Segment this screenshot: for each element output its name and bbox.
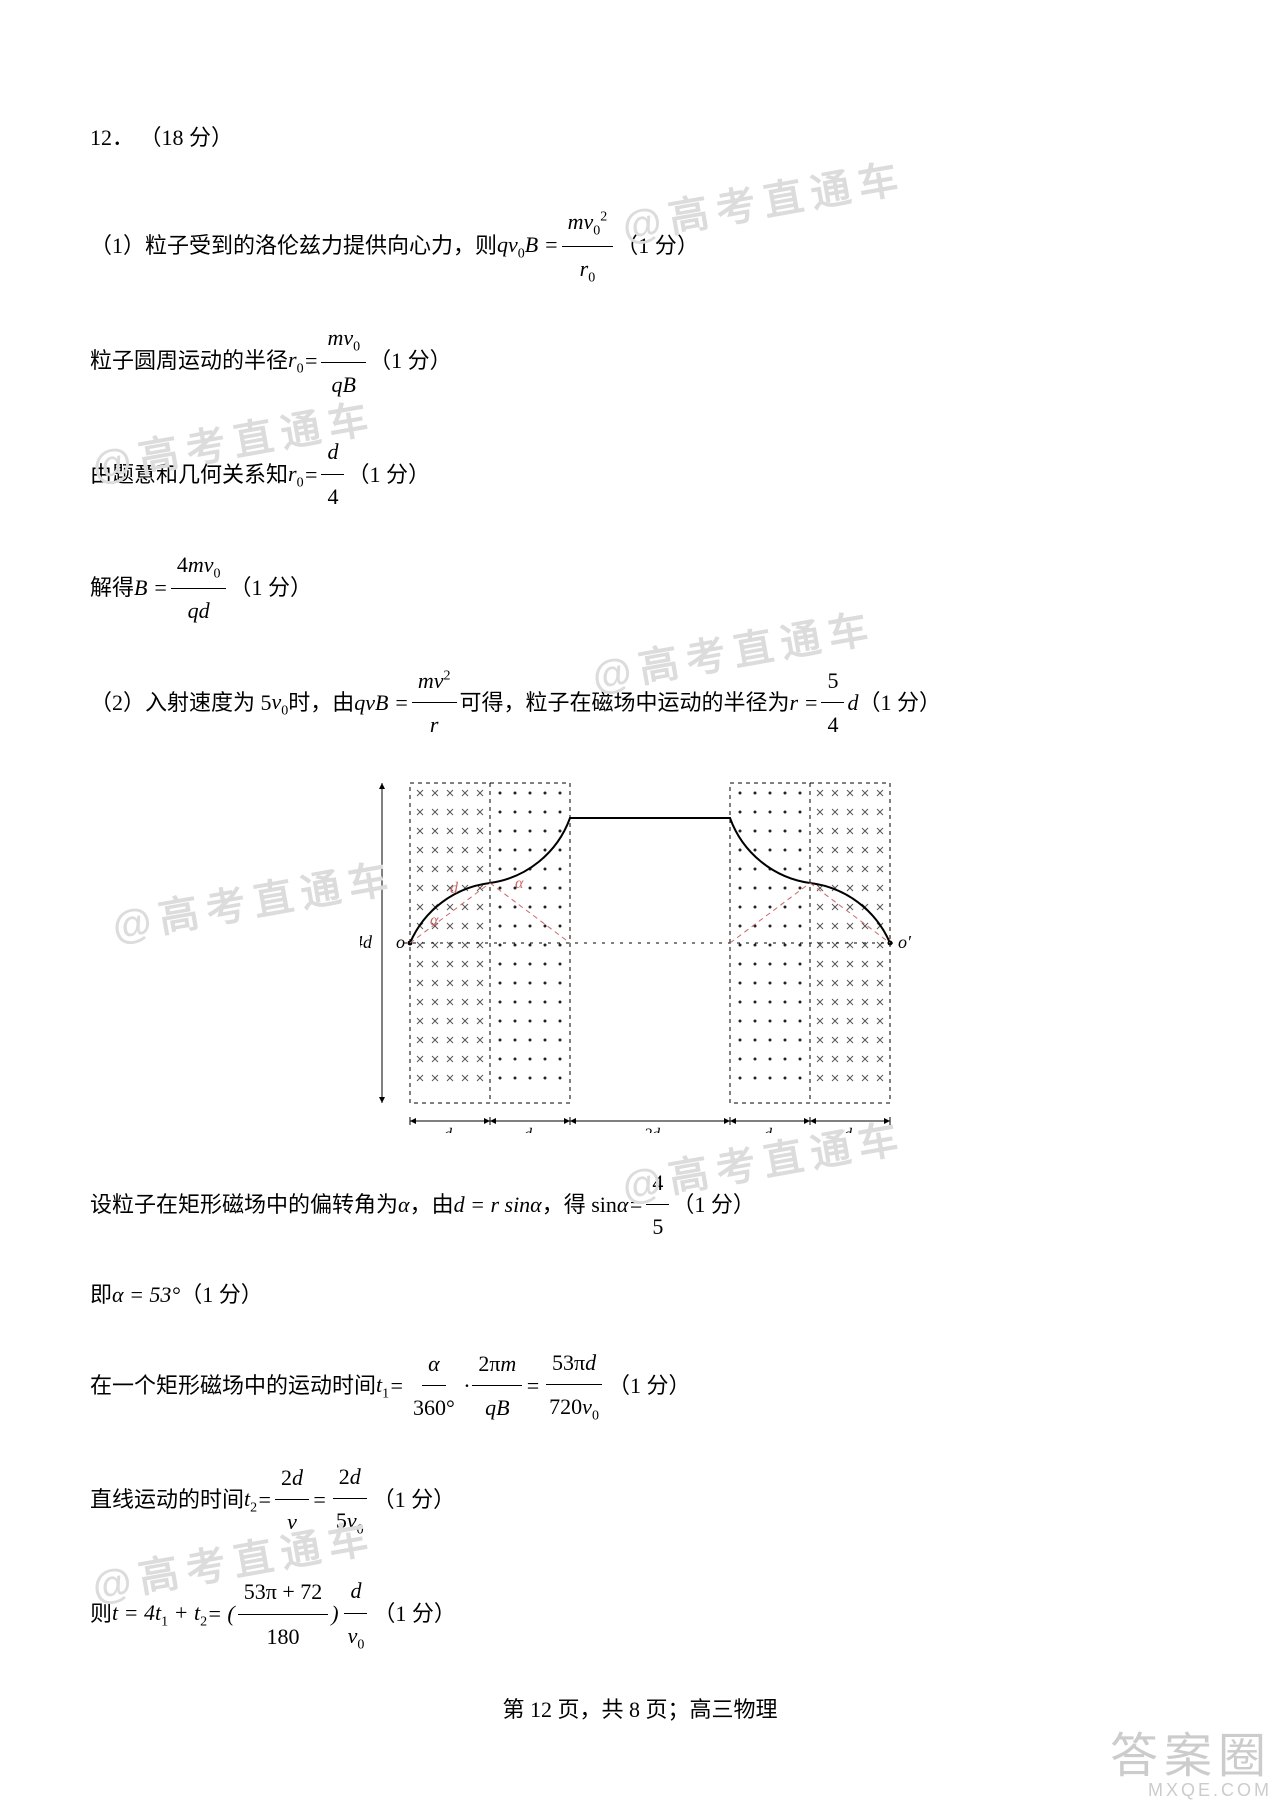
- fraction: 2πm qB: [472, 1344, 522, 1428]
- solution-line-1: （1）粒子受到的洛伦兹力提供向心力，则 qv0B = mv02 r0 （1 分）: [90, 202, 1190, 290]
- solution-line-8: 在一个矩形磁场中的运动时间 t1 = α 360° · 2πm qB = 53π…: [90, 1343, 1190, 1429]
- text: 由题意和几何关系知: [90, 455, 288, 495]
- solution-line-6: 设粒子在矩形磁场中的偏转角为 α ，由 d = r sinα ，得 sin α …: [90, 1163, 1190, 1247]
- text: ，由: [410, 1185, 454, 1225]
- solution-line-3: 由题意和几何关系知 r0 = d 4 （1 分）: [90, 432, 1190, 516]
- solution-line-7: 即 α = 53° （1 分）: [90, 1275, 1190, 1315]
- question-points: （18 分）: [140, 125, 234, 150]
- solution-line-10: 则 t = 4t1 + t2 = ( 53π + 72 180 ) d v0 （…: [90, 1571, 1190, 1657]
- page-footer: 第 12 页，共 8 页；高三物理: [90, 1692, 1190, 1724]
- question-number: 12．: [90, 125, 134, 150]
- score: （1 分）: [180, 1275, 263, 1315]
- fraction: α 360°: [407, 1344, 461, 1428]
- svg-text:d: d: [764, 1126, 773, 1133]
- text: 粒子圆周运动的半径: [90, 341, 288, 381]
- text: 在一个矩形磁场中的运动时间: [90, 1366, 376, 1406]
- text: 即: [90, 1275, 112, 1315]
- text: ，得 sin: [542, 1185, 617, 1225]
- text: 则: [90, 1594, 112, 1634]
- fraction: mv2 r: [412, 661, 457, 745]
- text: （2）入射速度为 5: [90, 683, 272, 723]
- score: （1 分）: [373, 1594, 456, 1634]
- score: （1 分）: [672, 1185, 755, 1225]
- svg-text:4d: 4d: [360, 932, 373, 952]
- physics-diagram: oo′ααddd2ddd4d: [90, 773, 1190, 1133]
- fraction: d v0: [342, 1571, 371, 1657]
- text: 可得，粒子在磁场中运动的半径为: [460, 683, 790, 723]
- score: （1 分）: [347, 455, 430, 495]
- solution-line-9: 直线运动的时间 t2 = 2d v = 2d 5v0 （1 分）: [90, 1457, 1190, 1543]
- solution-line-4: 解得 B = 44mvmv0 qd （1 分）: [90, 545, 1190, 631]
- fraction: mv02 r0: [562, 202, 614, 290]
- svg-text:d: d: [524, 1126, 533, 1133]
- svg-text:o′: o′: [898, 932, 912, 952]
- text: 时，由: [288, 683, 354, 723]
- text: （1）粒子受到的洛伦兹力提供向心力，则: [90, 226, 497, 266]
- svg-text:α: α: [515, 875, 524, 892]
- fraction: 53π + 72 180: [238, 1572, 329, 1656]
- corner-watermark: 答案圈 MXQE.COM: [1110, 1716, 1272, 1801]
- fraction: 2d v: [275, 1458, 309, 1542]
- svg-text:α: α: [430, 912, 439, 929]
- fraction: 44mvmv0 qd: [171, 545, 227, 631]
- svg-text:2d: 2d: [644, 1126, 661, 1133]
- score: （1 分）: [369, 341, 452, 381]
- solution-line-2: 粒子圆周运动的半径 r0 = mv0 qB （1 分）: [90, 318, 1190, 404]
- fraction: d 4: [321, 432, 344, 516]
- text: 解得: [90, 568, 134, 608]
- diagram-svg: oo′ααddd2ddd4d: [360, 773, 920, 1133]
- text: 直线运动的时间: [90, 1480, 244, 1520]
- score: （1 分）: [858, 683, 941, 723]
- score: （1 分）: [616, 226, 699, 266]
- question-header: 12． （18 分）: [90, 120, 1190, 152]
- fraction: 5 4: [821, 661, 844, 745]
- fraction: mv0 qB: [321, 318, 366, 404]
- solution-line-5: （2）入射速度为 5 v0 时，由 qvB = mv2 r 可得，粒子在磁场中运…: [90, 661, 1190, 745]
- score: （1 分）: [608, 1366, 691, 1406]
- fraction: 4 5: [646, 1163, 669, 1247]
- svg-text:o: o: [396, 932, 405, 952]
- score: （1 分）: [229, 568, 312, 608]
- text: 设粒子在矩形磁场中的偏转角为: [90, 1185, 398, 1225]
- score: （1 分）: [373, 1480, 456, 1520]
- eq-lhs: qv0B =: [497, 225, 559, 267]
- fraction: 53πd 720v0: [543, 1343, 605, 1429]
- svg-text:d: d: [450, 880, 459, 897]
- fraction: 2d 5v0: [330, 1457, 370, 1543]
- svg-text:d: d: [444, 1126, 453, 1133]
- svg-text:d: d: [844, 1126, 853, 1133]
- corner-watermark-big: 答案圈: [1110, 1716, 1272, 1786]
